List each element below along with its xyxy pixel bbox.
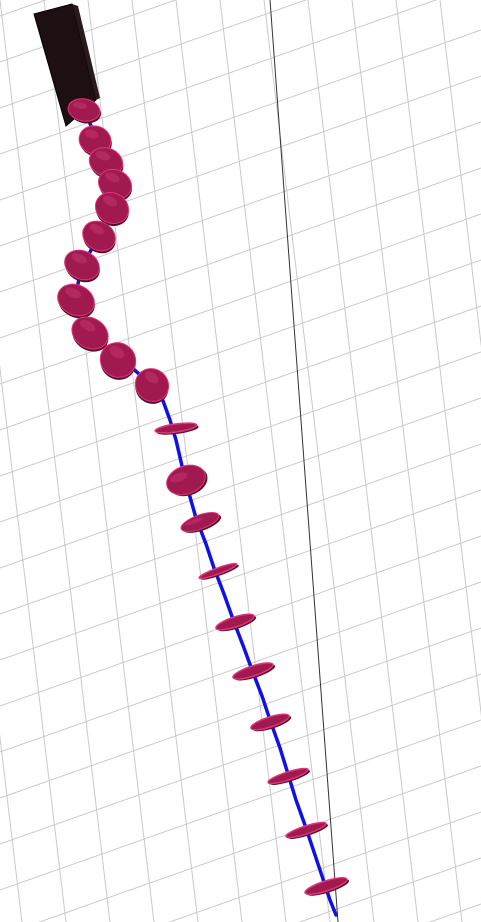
spacer-disk: [57, 283, 95, 319]
grid-line: [131, 0, 243, 922]
grid-line: [0, 0, 438, 155]
grid-line: [0, 489, 481, 661]
grid-line: [0, 733, 23, 922]
grid-line: [439, 0, 481, 348]
spacer-disk: [64, 249, 100, 283]
spacer-disk: [134, 368, 170, 404]
robot-base-block: [33, 3, 100, 127]
grid-line: [0, 351, 481, 523]
grid-line: [0, 259, 481, 431]
grid-line: [0, 0, 111, 922]
grid-line: [0, 75, 481, 247]
grid-line: [0, 627, 481, 799]
spacer-disk: [232, 662, 276, 681]
continuum-backbone-cable: [74, 108, 338, 917]
spacer-disk: [94, 191, 130, 227]
vertical-axis-line: [269, 0, 339, 922]
spacer-disk: [285, 821, 329, 839]
spacer-disks: [57, 98, 350, 896]
grid-line: [351, 0, 463, 922]
spacer-disk: [215, 613, 257, 632]
grid-line: [0, 364, 67, 922]
grid-line: [263, 0, 375, 922]
grid-line: [395, 0, 481, 717]
grid-line: [0, 213, 481, 385]
spacer-disk: [99, 342, 137, 380]
spacer-disk: [82, 220, 116, 254]
spacer-disk: [154, 422, 199, 435]
spacer-disk: [67, 98, 102, 124]
grid-line: [307, 0, 419, 922]
grid-line: [298, 857, 481, 922]
grid-line: [0, 305, 481, 477]
spacer-disk: [198, 562, 239, 580]
grid-line: [0, 719, 481, 891]
spacer-disk: [180, 512, 222, 533]
grid-line: [38, 765, 481, 922]
grid-line: [0, 29, 481, 201]
grid-line: [0, 397, 481, 569]
grid-line: [0, 581, 481, 753]
grid-line: [219, 0, 331, 922]
spacer-disk: [267, 767, 311, 785]
spacer-disk: [304, 876, 350, 896]
spacer-disk: [71, 316, 109, 352]
grid-line: [0, 443, 481, 615]
grid-line: [168, 811, 481, 922]
grid-line: [175, 0, 287, 922]
spacer-disk: [166, 464, 208, 497]
grid-line: [43, 0, 155, 922]
grid-line: [0, 673, 481, 845]
spacer-disk: [250, 713, 292, 732]
